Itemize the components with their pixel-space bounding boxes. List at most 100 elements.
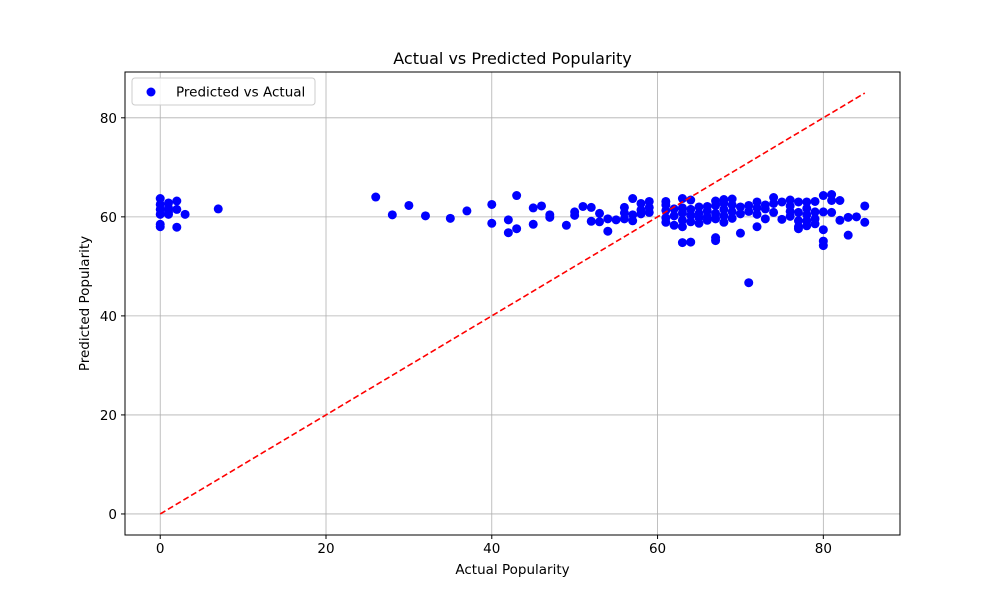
scatter-point: [785, 211, 795, 221]
scatter-point: [694, 202, 704, 212]
legend-marker: [146, 87, 156, 97]
scatter-point: [462, 206, 472, 216]
scatter-point: [686, 217, 696, 227]
scatter-point: [686, 195, 696, 205]
scatter-point: [603, 226, 613, 236]
y-axis-label: Predicted Popularity: [77, 236, 93, 371]
scatter-point: [827, 196, 837, 206]
scatter-point: [752, 209, 762, 219]
y-tick-label: 20: [100, 408, 117, 424]
x-tick-label: 0: [156, 541, 165, 557]
scatter-point: [677, 238, 687, 248]
scatter-point: [603, 214, 613, 224]
scatter-point: [636, 209, 646, 219]
scatter-point: [487, 199, 497, 209]
scatter-point: [851, 212, 861, 222]
scatter-point: [611, 215, 621, 225]
scatter-point: [677, 222, 687, 232]
scatter-point: [686, 237, 696, 247]
scatter-point: [769, 207, 779, 217]
scatter-point: [669, 220, 679, 230]
scatter-point: [760, 214, 770, 224]
scatter-point: [595, 217, 605, 227]
scatter-point: [702, 215, 712, 225]
scatter-point: [487, 218, 497, 228]
scatter-point: [503, 215, 513, 225]
legend: Predicted vs Actual: [131, 77, 316, 106]
scatter-point: [420, 211, 430, 221]
scatter-point: [843, 230, 853, 240]
scatter-point: [818, 207, 828, 217]
scatter-point: [769, 198, 779, 208]
scatter-point: [752, 203, 762, 213]
scatter-point: [777, 197, 787, 207]
scatter-point: [694, 218, 704, 228]
scatter-point: [545, 212, 555, 222]
legend-label: Predicted vs Actual: [176, 85, 305, 101]
scatter-point: [669, 211, 679, 221]
scatter-point: [677, 208, 687, 218]
scatter-point: [172, 222, 182, 232]
scatter-point: [404, 200, 414, 210]
scatter-point: [636, 198, 646, 208]
grid-lines: [125, 72, 900, 535]
scatter-point: [644, 207, 654, 217]
scatter-point: [802, 197, 812, 207]
scatter-point: [711, 214, 721, 224]
scatter-point: [172, 196, 182, 206]
scatter-point: [827, 207, 837, 217]
scatter-point: [578, 201, 588, 211]
scatter-point: [810, 196, 820, 206]
scatter-point: [155, 222, 165, 232]
scatter-point: [371, 192, 381, 202]
scatter-point: [735, 209, 745, 219]
scatter-point: [586, 216, 596, 226]
scatter-point: [677, 194, 687, 204]
scatter-point: [528, 219, 538, 229]
y-tick-label: 80: [100, 111, 117, 127]
scatter-point: [719, 217, 729, 227]
scatter-point: [387, 210, 397, 220]
scatter-point: [628, 194, 638, 204]
scatter-point: [677, 215, 687, 225]
scatter-point: [810, 219, 820, 229]
scatter-point: [180, 209, 190, 219]
scatter-point: [727, 207, 737, 217]
scatter-point: [860, 217, 870, 227]
scatter-point: [818, 241, 828, 251]
scatter-point: [752, 222, 762, 232]
scatter-point: [445, 213, 455, 223]
scatter-point: [727, 213, 737, 223]
y-tick-label: 0: [108, 507, 117, 523]
scatter-point: [719, 204, 729, 214]
scatter-point: [802, 221, 812, 231]
scatter-point: [512, 191, 522, 201]
scatter-point: [661, 217, 671, 227]
scatter-point: [818, 225, 828, 235]
scatter-point: [860, 201, 870, 211]
scatter-point: [727, 200, 737, 210]
scatter-point: [760, 204, 770, 214]
chart-title: Actual vs Predicted Popularity: [393, 49, 631, 68]
scatter-point: [213, 204, 223, 214]
scatter-point: [628, 210, 638, 220]
scatter-point: [172, 204, 182, 214]
scatter-point: [810, 207, 820, 217]
scatter-point: [719, 211, 729, 221]
x-axis-label: Actual Popularity: [455, 562, 569, 578]
scatter-point: [164, 209, 174, 219]
legend-box: [131, 77, 316, 106]
reference-line: [159, 92, 866, 515]
scatter-point: [155, 209, 165, 219]
axis-ticks: 0 20 40 60 80 0 20 40 60 80: [100, 111, 832, 557]
y-tick-label: 40: [100, 309, 117, 325]
scatter-point: [711, 236, 721, 246]
scatter-point: [503, 228, 513, 238]
scatter-point: [537, 201, 547, 211]
scatter-point: [835, 215, 845, 225]
scatter-point: [744, 206, 754, 216]
scatter-point: [686, 210, 696, 220]
scatter-point: [711, 200, 721, 210]
scatter-point: [777, 214, 787, 224]
